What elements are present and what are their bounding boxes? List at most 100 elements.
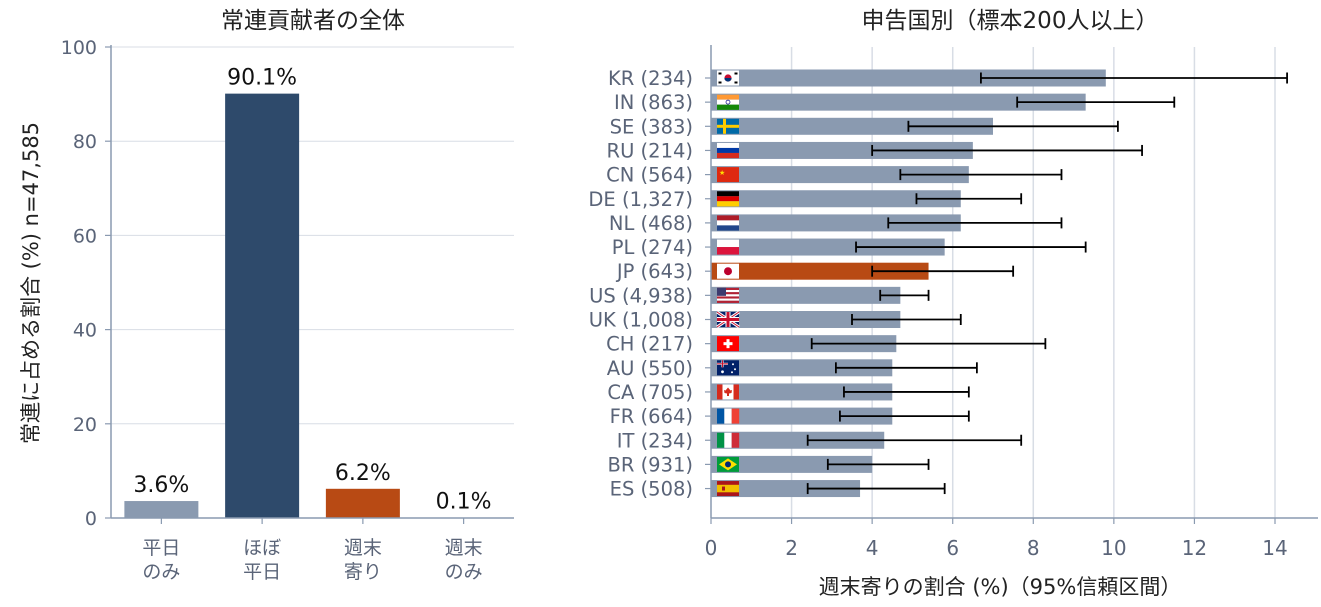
right-row [711, 190, 1023, 208]
right-error-bar [855, 241, 1087, 253]
es-flag-icon [717, 481, 739, 497]
left-x-tick-label: のみ [142, 561, 180, 583]
right-bar [711, 141, 973, 159]
right-bar [711, 262, 929, 280]
left-x-tick-label: のみ [445, 561, 483, 583]
left-x-tick-label: 平日 [142, 537, 180, 559]
right-row [711, 383, 970, 401]
left-bar [225, 93, 300, 518]
right-error-bar [980, 72, 1288, 84]
right-bar [711, 190, 961, 208]
nl-flag-icon [717, 215, 739, 231]
left-y-tick-label: 0 [85, 508, 97, 530]
right-bar [711, 93, 1086, 111]
right-y-tick-label: JP (643) [615, 260, 693, 283]
right-bar [711, 214, 961, 232]
right-x-tick-label: 2 [785, 536, 798, 560]
left-x-tick-label: 平日 [243, 561, 281, 583]
left-y-axis-label: 常連に占める割合 (%) n=47,585 [19, 122, 43, 444]
right-row [711, 335, 1047, 353]
right-error-bar [810, 338, 1047, 350]
right-bar [711, 383, 893, 401]
left-y-tick-label: 20 [73, 414, 97, 436]
right-y-tick-label: UK (1,008) [589, 309, 693, 332]
au-flag-icon [717, 360, 739, 376]
right-error-bar [806, 434, 1023, 446]
right-x-tick-label: 10 [1101, 536, 1126, 560]
right-chart-title: 申告国別（標本200人以上） [862, 8, 1159, 34]
right-y-tick-label: US (4,938) [589, 284, 693, 307]
right-row [711, 455, 930, 473]
right-bar [711, 359, 893, 377]
right-error-bar [834, 362, 978, 374]
right-error-bar [851, 314, 962, 325]
right-bar [711, 69, 1106, 87]
right-error-bar [1016, 96, 1176, 108]
right-y-tick-label: IT (234) [617, 429, 693, 452]
right-y-tick-label: IN (863) [614, 91, 693, 114]
left-bar-value-label: 90.1% [227, 66, 297, 91]
pl-flag-icon [717, 239, 739, 255]
left-chart-title: 常連貢献者の全体 [221, 8, 405, 34]
cn-flag-icon: ★ [717, 167, 739, 183]
right-x-tick-label: 0 [705, 536, 718, 560]
right-row [711, 214, 1063, 232]
left-bar-value-label: 3.6% [133, 473, 189, 498]
ca-flag-icon [717, 384, 739, 400]
left-bar-value-label: 0.1% [436, 490, 492, 515]
right-axes: 0 2 4 6 8 10 12 14 KR (234)IN (863)SE (383)RU (2… [588, 45, 1318, 560]
right-error-bar [871, 265, 1015, 277]
left-bar-value-label: 6.2% [335, 461, 391, 486]
left-y-tick-label: 100 [61, 37, 97, 59]
right-y-tick-label: CN (564) [606, 164, 693, 187]
right-row [711, 407, 970, 425]
right-x-tick-label: 6 [946, 536, 959, 560]
right-row [711, 359, 978, 377]
fr-flag-icon [717, 408, 740, 424]
right-bar [711, 166, 969, 184]
right-bar [711, 455, 873, 473]
right-error-bar [915, 193, 1023, 205]
left-y-tick-label: 60 [73, 225, 97, 247]
de-flag-icon [717, 191, 739, 207]
svg-text:★: ★ [719, 169, 725, 177]
us-flag-icon [717, 287, 739, 303]
left-bar [124, 501, 199, 518]
right-x-tick-label: 8 [1027, 536, 1040, 560]
right-error-bar [879, 289, 930, 301]
right-bars: ★ [711, 69, 1288, 498]
left-x-tick-label: 週末 [344, 537, 382, 559]
right-row [711, 238, 1087, 256]
right-row [711, 310, 962, 329]
right-y-tick-label: NL (468) [609, 212, 693, 235]
right-row [711, 431, 1023, 449]
left-x-tick-label: 寄り [344, 561, 382, 583]
left-gridlines [111, 46, 514, 425]
right-error-bar [806, 483, 946, 495]
right-bar [711, 117, 993, 135]
right-error-bar [843, 386, 970, 398]
right-row: ★ [711, 166, 1063, 184]
right-bar [711, 407, 893, 425]
right-y-tick-label: RU (214) [607, 139, 693, 162]
left-bars: 3.6% 90.1% 6.2% 0.1% [124, 66, 501, 518]
right-y-tick-label: AU (550) [607, 357, 693, 380]
right-row [711, 286, 930, 304]
right-row [711, 480, 946, 498]
br-flag-icon [717, 456, 739, 472]
right-y-tick-label: PL (274) [612, 236, 693, 259]
right-bar [711, 238, 945, 256]
right-y-tick-label: ES (508) [610, 478, 693, 501]
ch-flag-icon [717, 336, 739, 352]
right-x-tick-label: 4 [866, 536, 879, 560]
left-y-tick-label: 40 [73, 320, 97, 342]
uk-flag-icon [716, 310, 740, 329]
it-flag-icon [717, 432, 740, 448]
left-x-tick-label: 週末 [445, 537, 483, 559]
ru-flag-icon [717, 142, 739, 159]
right-bar [711, 431, 885, 449]
right-error-bar [871, 144, 1143, 156]
right-error-bar [887, 217, 1063, 229]
